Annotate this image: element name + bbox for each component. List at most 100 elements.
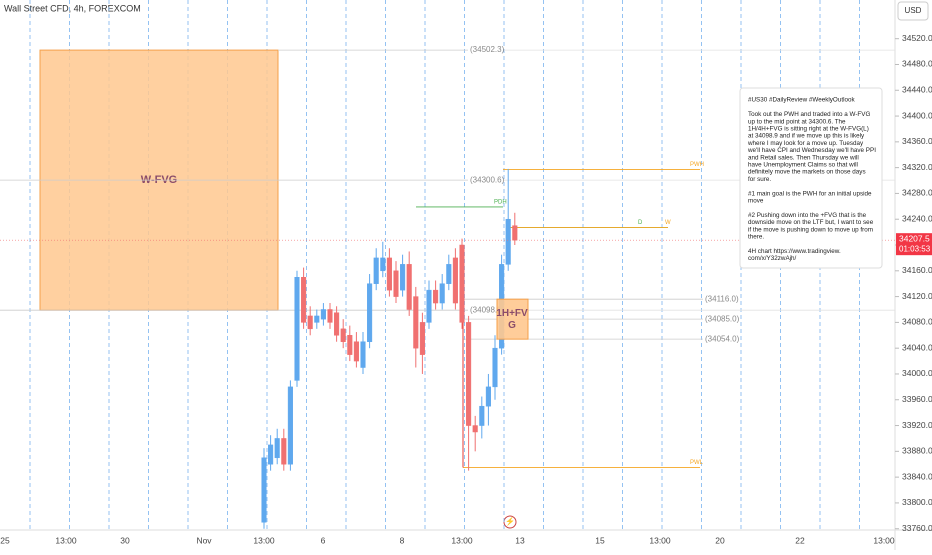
note-line: if the move is pushing down to move up f…: [748, 226, 873, 233]
note-line: we'll have CPI and Wednesday we'll have …: [747, 147, 876, 154]
last-price-box: [896, 233, 932, 256]
level-label: D: [638, 220, 643, 226]
candle-body: [268, 444, 274, 465]
candle-body: [466, 322, 472, 426]
y-tick-label: 33880.0: [902, 446, 932, 456]
y-tick-label: 34360.0: [902, 136, 932, 146]
candle-body: [433, 289, 439, 304]
candle-body: [485, 386, 491, 407]
note-box: [739, 87, 883, 269]
x-tick-label: 20: [715, 535, 725, 545]
level-label: PWL: [690, 460, 704, 466]
candle-body: [320, 309, 326, 320]
note-line: for sure.: [748, 176, 771, 183]
y-tick-label: 34520.0: [902, 33, 932, 43]
candle-body: [452, 257, 458, 304]
candle-body: [281, 438, 287, 465]
currency: USD: [905, 6, 922, 15]
x-tick-label: 13:00: [253, 535, 275, 545]
chart-title: Wall Street CFD, 4h, FOREXCOM: [4, 3, 141, 13]
candle-body: [400, 264, 406, 291]
price-level-label: (34085.0): [705, 314, 740, 323]
candle-body: [261, 457, 267, 523]
zone: [496, 298, 529, 340]
y-tick-label: 34040.0: [902, 342, 932, 352]
y-tick-label: 34240.0: [902, 213, 932, 223]
candle-body: [472, 425, 478, 433]
candle-body: [307, 315, 313, 330]
y-tick-label: 33760.0: [902, 523, 932, 533]
candle-body: [512, 225, 518, 241]
price-level-label: (34300.6): [470, 175, 505, 184]
candle-body: [393, 270, 399, 297]
y-tick-label: 34480.0: [902, 59, 932, 69]
currency-button[interactable]: [897, 1, 929, 21]
candle-body: [353, 341, 359, 362]
y-tick-label: 33920.0: [902, 420, 932, 430]
note-line: 1H/4H+FVG is sitting right at the W-FVG(…: [748, 125, 869, 132]
x-tick-label: 8: [400, 535, 405, 545]
y-tick-label: 33840.0: [902, 471, 932, 481]
candle-body: [314, 315, 320, 323]
level-label: PDH: [494, 200, 507, 206]
countdown: 01:03:53: [899, 244, 931, 253]
candle-body: [327, 309, 333, 323]
price-level-label: (34054.0): [705, 334, 740, 343]
x-tick-label: 13: [515, 535, 525, 545]
candle-body: [439, 283, 445, 304]
candle-body: [505, 218, 511, 265]
candle-body: [334, 312, 340, 336]
note-line: 4H chart https://www.tradingview.: [748, 248, 841, 255]
note-line: move: [748, 197, 764, 204]
candle-body: [413, 296, 419, 349]
x-tick-label: 13:00: [451, 535, 473, 545]
note-line: there.: [748, 233, 764, 240]
zone-label: 1H+FV G: [496, 308, 528, 331]
candle-body: [360, 341, 366, 368]
x-tick-label: 13:00: [873, 535, 895, 545]
y-tick-label: 33960.0: [902, 394, 932, 404]
x-tick-label: 6: [321, 535, 326, 545]
x-tick-label: Nov: [196, 535, 212, 545]
y-tick-label: 34400.0: [902, 110, 932, 120]
x-tick-label: 25: [0, 535, 10, 545]
y-tick-label: 34440.0: [902, 85, 932, 95]
y-tick-label: 33800.0: [902, 497, 932, 507]
level-label: PWH: [690, 162, 704, 168]
x-tick-label: 13:00: [649, 535, 671, 545]
x-tick-label: 22: [795, 535, 805, 545]
y-tick-label: 34160.0: [902, 265, 932, 275]
note-line: definitely move the markets on those day…: [748, 169, 866, 176]
note-line: where I may look for a move up. Tuesday: [747, 140, 864, 147]
candle-body: [294, 277, 300, 381]
candle-body: [373, 257, 379, 284]
candle-body: [386, 257, 392, 291]
price-level-label: (34116.0): [705, 294, 739, 303]
candle-body: [446, 264, 452, 284]
x-tick-label: 13:00: [55, 535, 77, 545]
x-tick-label: 15: [595, 535, 605, 545]
y-tick-label: 34280.0: [902, 188, 932, 198]
note-line: downside move on the LTF but, I want to …: [748, 219, 874, 226]
candle-body: [419, 322, 425, 355]
candle-body: [380, 257, 386, 272]
level-label: W: [665, 220, 671, 226]
candle-body: [301, 277, 307, 323]
candle-body: [340, 328, 346, 342]
candle-body: [426, 289, 432, 323]
candle-body: [492, 347, 498, 388]
note-line: have Unemployment Claims so that will: [748, 161, 858, 168]
note-line: up to the mid point at 34300.6. The: [748, 118, 846, 125]
y-tick-label: 34320.0: [902, 162, 932, 172]
candle-body: [347, 335, 353, 355]
note-line: com/x/Y32zwAjh/: [748, 255, 797, 262]
candle-body: [479, 405, 485, 426]
candle-body: [274, 438, 280, 459]
x-tick-label: 30: [120, 535, 130, 545]
note-line: Took out the PWH and traded into a W-FVG: [748, 111, 870, 118]
y-tick-label: 34080.0: [902, 317, 932, 327]
price-level-label: (34098.9): [470, 305, 505, 314]
candle-body: [406, 264, 412, 310]
y-tick-label: 34120.0: [902, 291, 932, 301]
price-level-label: (34502.3): [470, 45, 505, 54]
